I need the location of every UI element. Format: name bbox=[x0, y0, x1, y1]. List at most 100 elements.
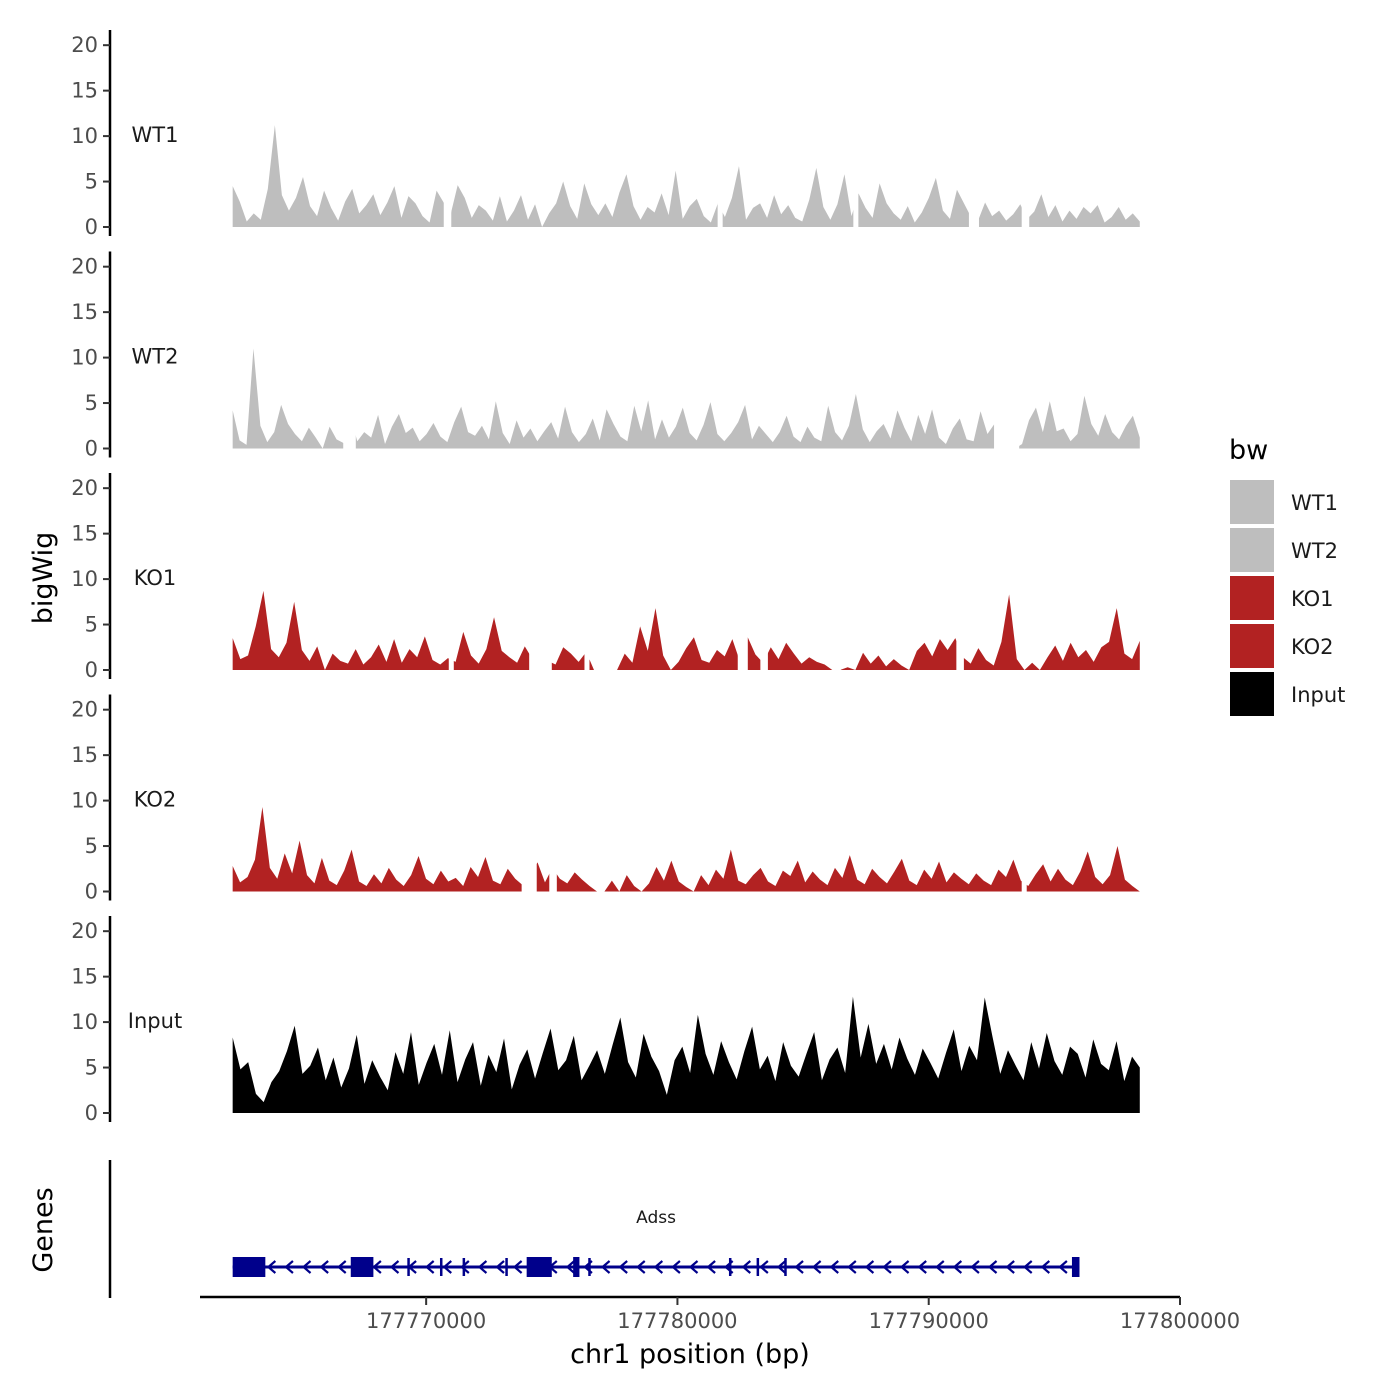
strand-arrow bbox=[1058, 1260, 1068, 1274]
track-label-ko2: KO2 bbox=[134, 788, 177, 812]
legend-label-input: Input bbox=[1291, 683, 1345, 707]
strand-arrow bbox=[671, 1260, 681, 1274]
strand-arrow bbox=[337, 1260, 347, 1274]
signal-gap bbox=[521, 689, 537, 894]
strand-arrow bbox=[811, 1260, 822, 1274]
x-tick-label: 177790000 bbox=[869, 1309, 989, 1333]
y-tick-label: 5 bbox=[85, 613, 98, 637]
strand-arrow bbox=[759, 1260, 769, 1274]
strand-arrow bbox=[741, 1260, 751, 1274]
y-tick-label: 0 bbox=[85, 1101, 98, 1125]
strand-arrow bbox=[1040, 1260, 1051, 1274]
y-tick-label: 10 bbox=[71, 346, 98, 370]
strand-arrow bbox=[776, 1260, 787, 1274]
y-tick-label: 15 bbox=[71, 965, 98, 989]
track-label-ko1: KO1 bbox=[134, 566, 177, 590]
y-tick-label: 0 bbox=[85, 437, 98, 461]
legend: bw WT1 WT2 KO1 KO2 Input bbox=[1229, 435, 1345, 716]
strand-arrow bbox=[284, 1260, 294, 1274]
strand-arrow bbox=[970, 1260, 980, 1274]
legend-label-wt2: WT2 bbox=[1291, 539, 1338, 563]
x-tick-label: 177770000 bbox=[366, 1309, 486, 1333]
legend-label-wt1: WT1 bbox=[1291, 491, 1338, 515]
legend-swatch-ko1 bbox=[1230, 576, 1274, 620]
strand-arrow bbox=[424, 1260, 435, 1274]
track-ko1: 0 5 10 15 20 KO1 bbox=[71, 468, 1140, 682]
signal-gap bbox=[956, 468, 964, 672]
legend-swatch-input bbox=[1230, 672, 1274, 716]
legend-label-ko2: KO2 bbox=[1291, 635, 1334, 659]
strand-arrow bbox=[512, 1260, 523, 1274]
strand-arrow bbox=[636, 1260, 646, 1274]
exon bbox=[1071, 1257, 1080, 1277]
signal-gap bbox=[835, 468, 841, 672]
strand-arrow bbox=[1023, 1260, 1033, 1274]
strand-arrow bbox=[266, 1260, 277, 1274]
x-tick-label: 177780000 bbox=[617, 1309, 737, 1333]
y-tick-label: 20 bbox=[71, 919, 98, 943]
signal-gap bbox=[549, 689, 557, 894]
y-tick-label: 0 bbox=[85, 658, 98, 682]
strand-arrow bbox=[653, 1260, 664, 1274]
exon bbox=[350, 1257, 374, 1277]
track-label-wt1: WT1 bbox=[132, 123, 179, 147]
exon bbox=[573, 1257, 580, 1277]
y-tick-label: 5 bbox=[85, 834, 98, 858]
y-tick-label: 10 bbox=[71, 789, 98, 813]
signal-gap bbox=[443, 25, 452, 229]
signal-gap bbox=[968, 25, 979, 229]
strand-arrow bbox=[794, 1260, 804, 1274]
strand-arrow bbox=[864, 1260, 875, 1274]
track-label-wt2: WT2 bbox=[132, 345, 179, 369]
strand-arrow bbox=[935, 1260, 945, 1274]
signal-gap bbox=[717, 25, 723, 229]
strand-arrow bbox=[442, 1260, 452, 1274]
legend-swatch-ko2 bbox=[1230, 624, 1274, 668]
strand-arrow bbox=[847, 1260, 857, 1274]
y-tick-label: 15 bbox=[71, 300, 98, 324]
legend-swatch-wt2 bbox=[1230, 528, 1274, 572]
strand-arrow bbox=[319, 1260, 329, 1274]
x-tick-label: 177800000 bbox=[1120, 1309, 1240, 1333]
track-label-input: Input bbox=[128, 1009, 182, 1033]
y-tick-label: 15 bbox=[71, 79, 98, 103]
signal-area-ko1 bbox=[232, 590, 1140, 670]
signal-area-wt1 bbox=[232, 125, 1140, 227]
genes-axis-title: Genes bbox=[28, 1187, 59, 1272]
y-tick-label: 0 bbox=[85, 880, 98, 904]
signal-area-ko2 bbox=[232, 806, 1140, 892]
gene-name-label: Adss bbox=[636, 1208, 676, 1228]
y-tick-label: 15 bbox=[71, 743, 98, 767]
y-tick-label: 20 bbox=[71, 476, 98, 500]
y-tick-label: 0 bbox=[85, 215, 98, 239]
strand-arrow bbox=[829, 1260, 839, 1274]
y-tick-label: 20 bbox=[71, 698, 98, 722]
signal-gap bbox=[737, 468, 748, 672]
track-wt2: 0 5 10 15 20 WT2 bbox=[71, 246, 1140, 461]
y-axis-title: bigWig bbox=[28, 532, 59, 625]
signal-gap bbox=[994, 246, 1020, 451]
y-tick-label: 20 bbox=[71, 255, 98, 279]
exon bbox=[232, 1257, 266, 1277]
strand-arrow bbox=[952, 1260, 963, 1274]
y-tick-label: 10 bbox=[71, 1010, 98, 1034]
legend-title: bw bbox=[1229, 435, 1268, 466]
track-wt1: 0 5 10 15 20 WT1 bbox=[71, 25, 1140, 239]
strand-arrow bbox=[899, 1260, 910, 1274]
strand-arrow bbox=[917, 1260, 927, 1274]
strand-arrow bbox=[618, 1260, 628, 1274]
strand-arrow bbox=[987, 1260, 998, 1274]
strand-arrow bbox=[706, 1260, 716, 1274]
strand-arrow bbox=[882, 1260, 892, 1274]
strand-arrow bbox=[565, 1260, 576, 1274]
y-tick-label: 5 bbox=[85, 391, 98, 415]
strand-arrow bbox=[372, 1260, 382, 1274]
signal-gap bbox=[1021, 25, 1030, 229]
y-tick-label: 10 bbox=[71, 567, 98, 591]
signal-gap bbox=[853, 25, 859, 229]
y-tick-label: 20 bbox=[71, 33, 98, 57]
y-tick-label: 5 bbox=[85, 1056, 98, 1080]
legend-label-ko1: KO1 bbox=[1291, 587, 1334, 611]
strand-arrow bbox=[477, 1260, 488, 1274]
x-axis: 177770000 177780000 177790000 177800000 bbox=[200, 1295, 1240, 1333]
